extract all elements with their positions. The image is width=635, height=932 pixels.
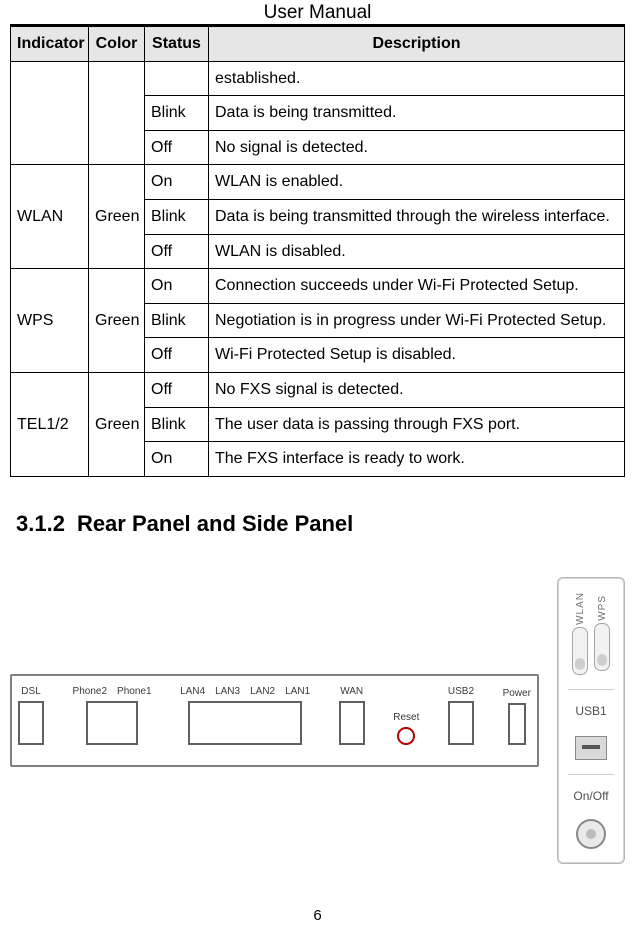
- onoff-label: On/Off: [573, 789, 608, 803]
- power-button-icon: [576, 819, 606, 849]
- doc-title: User Manual: [10, 0, 625, 26]
- reset-label: Reset: [393, 712, 419, 723]
- port-label: LAN2: [250, 686, 275, 697]
- port-dsl: DSL: [18, 686, 44, 745]
- cell-color: Green: [89, 372, 145, 476]
- port-label: LAN4: [180, 686, 205, 697]
- cell-status: Blink: [145, 303, 209, 338]
- th-status: Status: [145, 27, 209, 62]
- port-lans: LAN4 LAN3 LAN2 LAN1: [180, 686, 310, 745]
- cell-description: WLAN is disabled.: [209, 234, 625, 269]
- cell-description: The FXS interface is ready to work.: [209, 442, 625, 477]
- reset-hole-icon: [397, 727, 415, 745]
- cell-status: On: [145, 269, 209, 304]
- port-box: [448, 701, 474, 745]
- cell-indicator: WPS: [11, 269, 89, 373]
- cell-status: Off: [145, 234, 209, 269]
- cell-description: Wi-Fi Protected Setup is disabled.: [209, 338, 625, 373]
- cell-status: On: [145, 442, 209, 477]
- section-number: 3.1.2: [16, 511, 65, 536]
- cell-description: No signal is detected.: [209, 130, 625, 165]
- table-row: TEL1/2 Green Off No FXS signal is detect…: [11, 372, 625, 407]
- wps-button-icon: [594, 623, 610, 671]
- cell-description: WLAN is enabled.: [209, 165, 625, 200]
- table-row: WLAN Green On WLAN is enabled.: [11, 165, 625, 200]
- usb1-label: USB1: [575, 704, 606, 718]
- cell-color: Green: [89, 165, 145, 269]
- port-label: Power: [503, 688, 531, 699]
- port-wan: WAN: [339, 686, 365, 745]
- cell-status: Off: [145, 338, 209, 373]
- cell-description: established.: [209, 61, 625, 96]
- port-label: DSL: [21, 686, 40, 697]
- port-box: [188, 701, 302, 745]
- cell-status: Off: [145, 372, 209, 407]
- section-heading: 3.1.2 Rear Panel and Side Panel: [16, 511, 625, 537]
- cell-description: No FXS signal is detected.: [209, 372, 625, 407]
- port-box: [86, 701, 138, 745]
- port-box: [508, 703, 526, 745]
- cell-indicator: WLAN: [11, 165, 89, 269]
- port-label: Phone2: [73, 686, 107, 697]
- cell-description: Data is being transmitted.: [209, 96, 625, 131]
- divider: [568, 774, 614, 775]
- table-row: WPS Green On Connection succeeds under W…: [11, 269, 625, 304]
- reset-button: Reset: [393, 712, 419, 745]
- side-button-label: WPS: [597, 595, 608, 621]
- cell-status: On: [145, 165, 209, 200]
- port-phones: Phone2 Phone1: [73, 686, 152, 745]
- indicator-table: Indicator Color Status Description estab…: [10, 26, 625, 477]
- port-box: [18, 701, 44, 745]
- th-description: Description: [209, 27, 625, 62]
- port-usb2: USB2: [448, 686, 474, 745]
- th-color: Color: [89, 27, 145, 62]
- cell-description: The user data is passing through FXS por…: [209, 407, 625, 442]
- cell-color: [89, 61, 145, 165]
- cell-description: Data is being transmitted through the wi…: [209, 199, 625, 234]
- cell-status: [145, 61, 209, 96]
- section-title: Rear Panel and Side Panel: [77, 511, 353, 536]
- side-button-label: WLAN: [575, 592, 586, 625]
- cell-description: Connection succeeds under Wi-Fi Protecte…: [209, 269, 625, 304]
- table-row: established.: [11, 61, 625, 96]
- cell-color: Green: [89, 269, 145, 373]
- cell-indicator: [11, 61, 89, 165]
- divider: [568, 689, 614, 690]
- port-label: LAN3: [215, 686, 240, 697]
- cell-status: Blink: [145, 96, 209, 131]
- cell-description: Negotiation is in progress under Wi-Fi P…: [209, 303, 625, 338]
- usb-port-icon: [575, 736, 607, 760]
- rear-panel-diagram: DSL Phone2 Phone1 LAN4 LAN3 LAN2 LA: [10, 674, 539, 767]
- cell-status: Blink: [145, 199, 209, 234]
- th-indicator: Indicator: [11, 27, 89, 62]
- cell-status: Off: [145, 130, 209, 165]
- port-box: [339, 701, 365, 745]
- page-number: 6: [0, 907, 635, 924]
- cell-status: Blink: [145, 407, 209, 442]
- port-label: USB2: [448, 686, 474, 697]
- wlan-button-icon: [572, 627, 588, 675]
- power-jack: Power: [503, 688, 531, 745]
- port-label: WAN: [340, 686, 363, 697]
- cell-indicator: TEL1/2: [11, 372, 89, 476]
- port-label: Phone1: [117, 686, 151, 697]
- port-label: LAN1: [285, 686, 310, 697]
- side-panel-diagram: WLAN WPS USB1 On/Off: [557, 577, 625, 864]
